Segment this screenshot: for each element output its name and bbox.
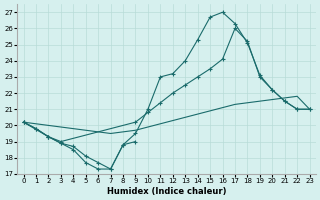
X-axis label: Humidex (Indice chaleur): Humidex (Indice chaleur) [107, 187, 226, 196]
